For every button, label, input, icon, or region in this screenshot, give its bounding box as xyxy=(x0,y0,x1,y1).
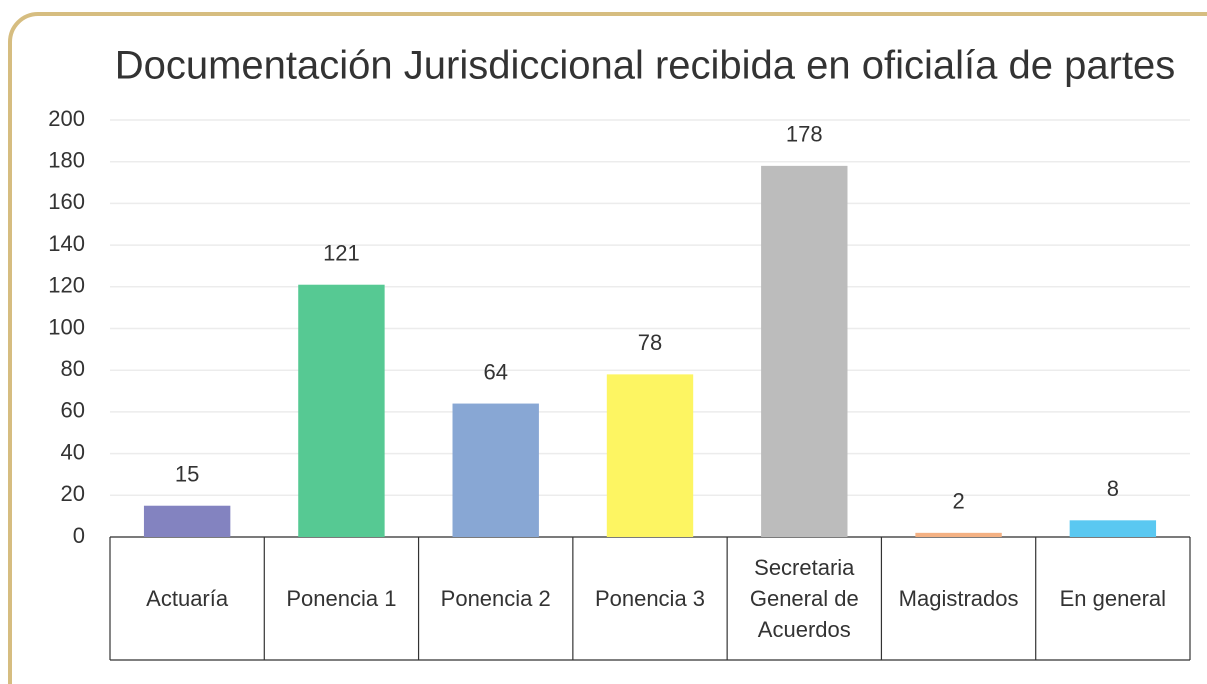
data-label: 64 xyxy=(483,359,507,384)
bar xyxy=(298,284,385,537)
x-tick-label: Actuaría xyxy=(146,586,229,611)
x-tick-label: Ponencia 1 xyxy=(286,586,397,611)
chart-title: Documentación Jurisdiccional recibida en… xyxy=(115,44,1176,88)
y-tick-label: 140 xyxy=(48,231,85,256)
frame xyxy=(8,12,1207,684)
bar xyxy=(1069,520,1157,537)
x-tick-label: En general xyxy=(1059,586,1167,611)
data-label: 121 xyxy=(323,241,360,266)
y-tick-label: 100 xyxy=(48,314,85,339)
x-tick-label: Ponencia 3 xyxy=(594,586,706,611)
x-tick-label: Secretaria General de Acuerdos xyxy=(749,555,859,642)
y-tick-label: 0 xyxy=(73,523,85,548)
data-label: 8 xyxy=(1107,476,1119,501)
bar xyxy=(915,532,1002,537)
data-label: 178 xyxy=(786,122,823,147)
bar xyxy=(452,403,539,537)
y-tick-label: 80 xyxy=(61,356,85,381)
y-tick-label: 200 xyxy=(48,106,85,131)
y-tick-label: 40 xyxy=(61,439,85,464)
data-label: 2 xyxy=(952,489,964,514)
x-tick-label: Magistrados xyxy=(898,586,1019,611)
bar xyxy=(606,374,694,537)
data-label: 15 xyxy=(175,462,199,487)
y-tick-label: 120 xyxy=(48,273,85,298)
data-label: 78 xyxy=(638,330,662,355)
y-tick-label: 20 xyxy=(61,481,85,506)
x-tick-label: Ponencia 2 xyxy=(440,586,551,611)
bar xyxy=(761,165,848,537)
bar xyxy=(143,505,231,537)
y-tick-label: 60 xyxy=(61,398,85,423)
y-tick-label: 160 xyxy=(48,189,85,214)
y-tick-label: 180 xyxy=(48,148,85,173)
